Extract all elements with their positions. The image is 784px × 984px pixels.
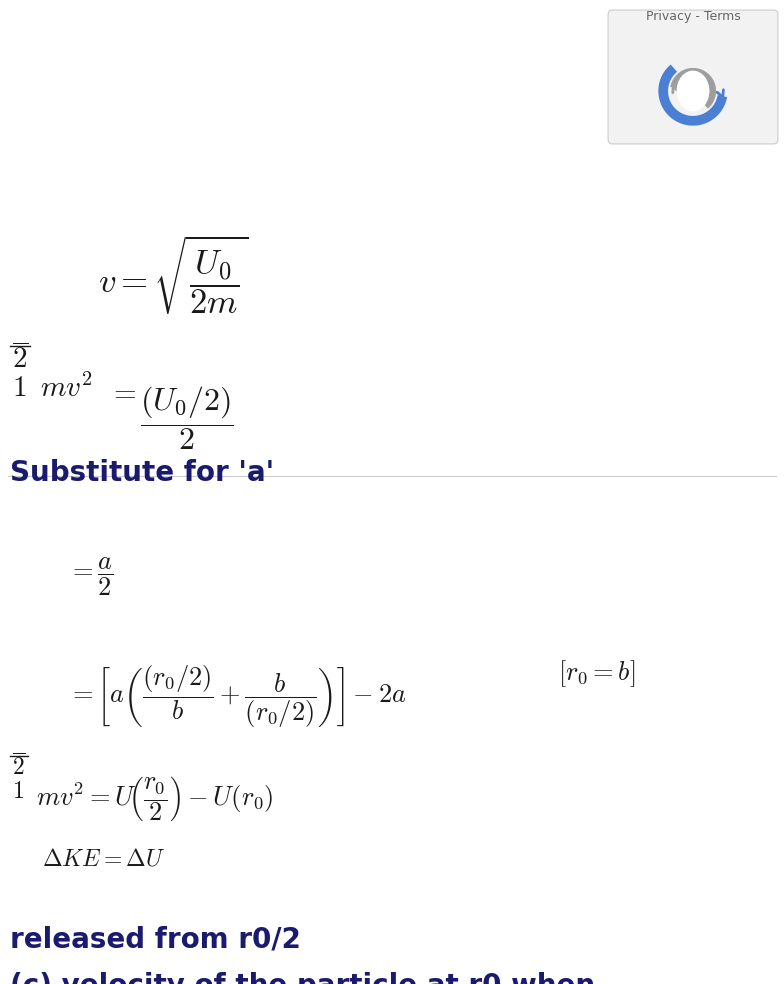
Text: $=\left[a\left(\dfrac{(r_0/2)}{b}+\dfrac{b}{(r_0/2)}\right)\right]-2a$: $=\left[a\left(\dfrac{(r_0/2)}{b}+\dfrac…	[68, 664, 406, 730]
Text: released from r0/2: released from r0/2	[10, 926, 301, 954]
Text: $v = \sqrt{\dfrac{U_0}{2m}}$: $v = \sqrt{\dfrac{U_0}{2m}}$	[98, 234, 248, 317]
Text: $=$: $=$	[108, 378, 136, 406]
Text: $mv^2 = U\!\left(\dfrac{r_0}{2}\right) - U(r_0)$: $mv^2 = U\!\left(\dfrac{r_0}{2}\right) -…	[36, 774, 274, 823]
Text: $mv^2$: $mv^2$	[40, 374, 93, 403]
Text: $\dfrac{(U_0/2)}{2}$: $\dfrac{(U_0/2)}{2}$	[140, 384, 234, 452]
Text: Substitute for 'a': Substitute for 'a'	[10, 459, 274, 487]
Text: $\overline{2}$: $\overline{2}$	[12, 344, 28, 375]
Text: $[r_0 = b]$: $[r_0 = b]$	[558, 658, 635, 689]
Text: (c) velocity of the particle at r0 when: (c) velocity of the particle at r0 when	[10, 972, 595, 984]
Text: $1$: $1$	[12, 374, 27, 402]
Text: $\overline{2}$: $\overline{2}$	[12, 754, 26, 780]
Text: $1$: $1$	[12, 779, 24, 803]
Text: $=\dfrac{a}{2}$: $=\dfrac{a}{2}$	[68, 556, 114, 598]
Text: $\Delta KE = \Delta U$: $\Delta KE = \Delta U$	[42, 846, 165, 870]
FancyBboxPatch shape	[608, 10, 778, 144]
Circle shape	[677, 71, 709, 110]
Text: Privacy - Terms: Privacy - Terms	[646, 10, 740, 23]
